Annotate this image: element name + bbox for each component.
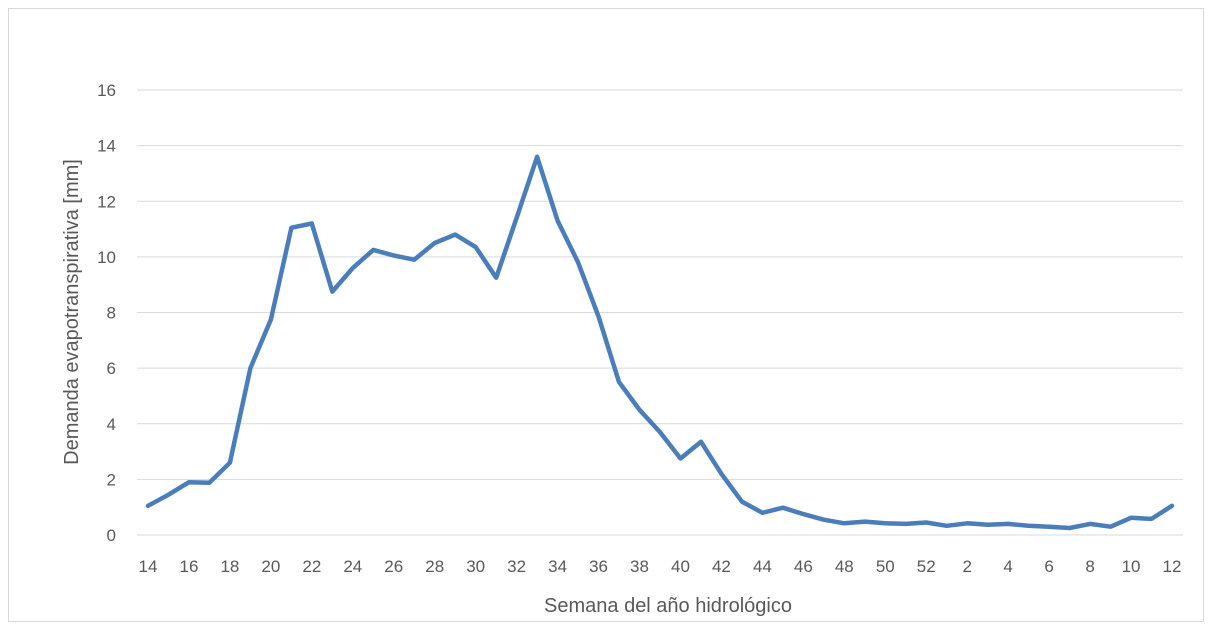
x-tick-label: 32 bbox=[507, 557, 526, 576]
x-tick-label: 22 bbox=[302, 557, 321, 576]
x-tick-label: 18 bbox=[220, 557, 239, 576]
x-tick-label: 8 bbox=[1085, 557, 1094, 576]
x-tick-label: 40 bbox=[671, 557, 690, 576]
x-axis-title: Semana del año hidrológico bbox=[544, 595, 792, 617]
x-tick-label: 12 bbox=[1163, 557, 1182, 576]
x-tick-label: 2 bbox=[962, 557, 971, 576]
x-tick-label: 52 bbox=[917, 557, 936, 576]
x-tick-label: 14 bbox=[139, 557, 158, 576]
x-tick-label: 26 bbox=[384, 557, 403, 576]
y-tick-label: 16 bbox=[97, 81, 116, 100]
x-tick-label: 4 bbox=[1003, 557, 1012, 576]
x-tick-label: 44 bbox=[753, 557, 772, 576]
x-tick-label: 48 bbox=[835, 557, 854, 576]
x-tick-label: 24 bbox=[343, 557, 362, 576]
x-tick-label: 30 bbox=[466, 557, 485, 576]
x-tick-label: 46 bbox=[794, 557, 813, 576]
x-axis-tick-labels: 14 16 18 20 22 24 26 28 30 32 34 36 38 40 42 44 46 48 50 52… bbox=[139, 557, 1182, 576]
y-tick-label: 2 bbox=[107, 470, 116, 489]
y-axis-title: Demanda evapotranspirativa [mm] bbox=[61, 159, 83, 465]
x-tick-label: 6 bbox=[1044, 557, 1053, 576]
x-tick-label: 16 bbox=[179, 557, 198, 576]
y-axis-tick-labels: 0 2 4 6 8 10 12 14 16 bbox=[97, 81, 116, 545]
x-tick-label: 50 bbox=[876, 557, 895, 576]
x-tick-label: 20 bbox=[261, 557, 280, 576]
x-tick-label: 42 bbox=[712, 557, 731, 576]
x-tick-label: 10 bbox=[1122, 557, 1141, 576]
y-tick-label: 10 bbox=[97, 248, 116, 267]
gridlines bbox=[137, 90, 1183, 479]
y-tick-label: 4 bbox=[107, 415, 116, 434]
y-tick-label: 6 bbox=[107, 359, 116, 378]
x-tick-label: 34 bbox=[548, 557, 567, 576]
x-tick-label: 36 bbox=[589, 557, 608, 576]
x-tick-label: 38 bbox=[630, 557, 649, 576]
y-tick-label: 12 bbox=[97, 192, 116, 211]
series-line bbox=[148, 157, 1172, 528]
y-tick-label: 14 bbox=[97, 137, 116, 156]
y-tick-label: 0 bbox=[107, 526, 116, 545]
x-tick-label: 28 bbox=[425, 557, 444, 576]
y-tick-label: 8 bbox=[107, 304, 116, 323]
